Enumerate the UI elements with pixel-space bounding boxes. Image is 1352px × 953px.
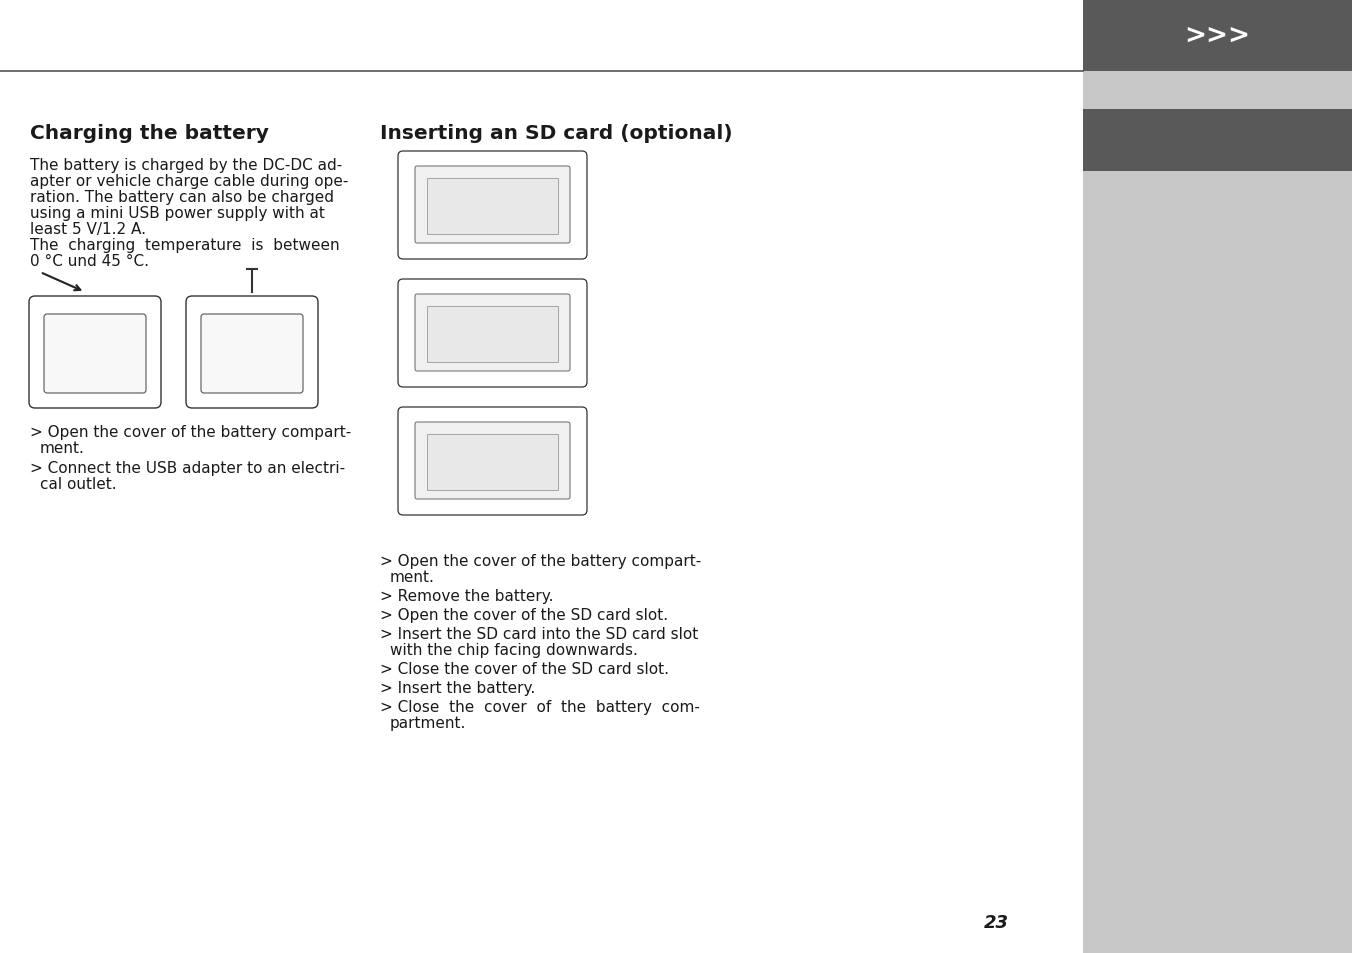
Text: 23: 23 xyxy=(984,913,1009,931)
Text: > Remove the battery.: > Remove the battery. xyxy=(380,588,553,603)
Bar xyxy=(427,179,558,234)
FancyBboxPatch shape xyxy=(415,422,571,499)
Text: The  charging  temperature  is  between: The charging temperature is between xyxy=(30,237,339,253)
Bar xyxy=(1083,110,1352,172)
Text: > Insert the SD card into the SD card slot: > Insert the SD card into the SD card sl… xyxy=(380,626,698,641)
Bar xyxy=(1083,0,1352,953)
Text: > Open the cover of the battery compart-: > Open the cover of the battery compart- xyxy=(30,424,352,439)
FancyBboxPatch shape xyxy=(45,314,146,394)
Text: > Connect the USB adapter to an electri-: > Connect the USB adapter to an electri- xyxy=(30,460,345,476)
Bar xyxy=(427,307,558,363)
Text: with the chip facing downwards.: with the chip facing downwards. xyxy=(389,642,638,658)
Text: > Open the cover of the battery compart-: > Open the cover of the battery compart- xyxy=(380,554,702,568)
Text: > Close  the  cover  of  the  battery  com-: > Close the cover of the battery com- xyxy=(380,700,700,714)
Text: using a mini USB power supply with at: using a mini USB power supply with at xyxy=(30,206,324,221)
FancyBboxPatch shape xyxy=(201,314,303,394)
FancyBboxPatch shape xyxy=(415,294,571,372)
Text: > Open the cover of the SD card slot.: > Open the cover of the SD card slot. xyxy=(380,607,668,622)
Text: cal outlet.: cal outlet. xyxy=(41,476,116,492)
Text: 0 °C und 45 °C.: 0 °C und 45 °C. xyxy=(30,253,149,269)
Bar xyxy=(427,435,558,491)
Text: Inserting an SD card (optional): Inserting an SD card (optional) xyxy=(380,124,733,143)
Text: ment.: ment. xyxy=(41,440,85,456)
Text: ration. The battery can also be charged: ration. The battery can also be charged xyxy=(30,190,334,205)
Text: >>>: >>> xyxy=(1184,23,1251,49)
Text: least 5 V/1.2 A.: least 5 V/1.2 A. xyxy=(30,222,146,236)
Text: ment.: ment. xyxy=(389,569,435,584)
Text: The battery is charged by the DC-DC ad-: The battery is charged by the DC-DC ad- xyxy=(30,158,342,172)
Text: Charging the battery: Charging the battery xyxy=(30,124,269,143)
FancyBboxPatch shape xyxy=(415,167,571,244)
Text: > Insert the battery.: > Insert the battery. xyxy=(380,680,535,696)
Text: apter or vehicle charge cable during ope-: apter or vehicle charge cable during ope… xyxy=(30,173,349,189)
Text: > Close the cover of the SD card slot.: > Close the cover of the SD card slot. xyxy=(380,661,669,677)
Text: partment.: partment. xyxy=(389,716,466,730)
Bar xyxy=(1083,0,1352,71)
